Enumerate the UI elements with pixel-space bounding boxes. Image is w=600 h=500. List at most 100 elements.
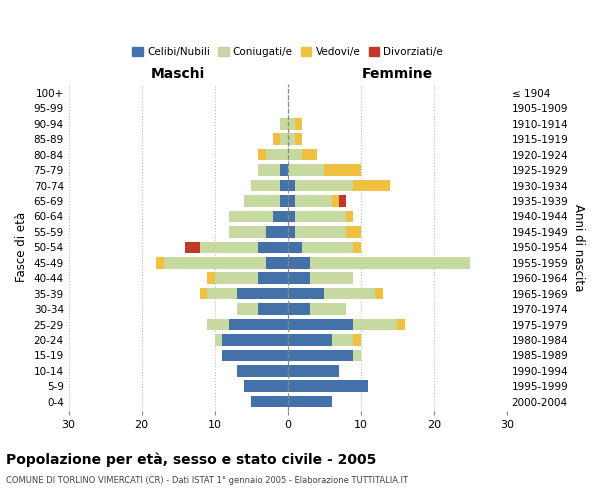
Bar bbox=[287, 134, 295, 145]
Bar bbox=[287, 318, 353, 330]
Bar bbox=[208, 288, 287, 300]
Bar bbox=[287, 365, 339, 376]
Bar bbox=[287, 164, 324, 176]
Bar bbox=[287, 195, 346, 207]
Bar bbox=[287, 242, 361, 253]
Bar bbox=[222, 350, 287, 361]
Bar bbox=[287, 226, 361, 237]
Bar bbox=[287, 304, 310, 315]
Bar bbox=[287, 288, 376, 300]
Bar bbox=[287, 226, 346, 237]
Bar bbox=[215, 334, 287, 345]
Bar bbox=[280, 195, 287, 207]
Bar bbox=[236, 304, 287, 315]
Bar bbox=[251, 396, 287, 407]
Bar bbox=[287, 396, 331, 407]
Bar bbox=[287, 257, 310, 268]
Bar bbox=[208, 272, 287, 284]
Bar bbox=[229, 226, 287, 237]
Bar bbox=[259, 242, 287, 253]
Bar bbox=[229, 226, 287, 237]
Bar bbox=[244, 380, 287, 392]
Bar bbox=[280, 118, 287, 130]
Bar bbox=[287, 195, 295, 207]
Bar bbox=[287, 304, 346, 315]
Bar bbox=[244, 195, 287, 207]
Bar bbox=[251, 396, 287, 407]
Legend: Celibi/Nubili, Coniugati/e, Vedovi/e, Divorziati/e: Celibi/Nubili, Coniugati/e, Vedovi/e, Di… bbox=[128, 43, 447, 62]
Bar bbox=[287, 380, 368, 392]
Bar bbox=[287, 334, 331, 345]
Bar bbox=[208, 318, 287, 330]
Bar bbox=[287, 304, 346, 315]
Bar bbox=[251, 180, 287, 192]
Bar bbox=[280, 164, 287, 176]
Bar bbox=[215, 334, 287, 345]
Y-axis label: Anni di nascita: Anni di nascita bbox=[572, 204, 585, 291]
Bar bbox=[287, 365, 339, 376]
Bar bbox=[266, 149, 287, 160]
Text: Maschi: Maschi bbox=[151, 68, 205, 82]
Bar bbox=[222, 334, 287, 345]
Bar bbox=[287, 365, 339, 376]
Bar bbox=[287, 149, 317, 160]
Bar bbox=[287, 304, 346, 315]
Bar bbox=[287, 180, 353, 192]
Bar bbox=[156, 257, 287, 268]
Bar bbox=[251, 180, 287, 192]
Bar bbox=[259, 149, 287, 160]
Bar bbox=[215, 272, 287, 284]
Bar bbox=[229, 210, 287, 222]
Bar bbox=[287, 350, 353, 361]
Text: Femmine: Femmine bbox=[362, 68, 433, 82]
Bar bbox=[215, 334, 287, 345]
Bar bbox=[259, 272, 287, 284]
Bar bbox=[287, 350, 361, 361]
Bar bbox=[236, 365, 287, 376]
Bar bbox=[229, 210, 287, 222]
Bar bbox=[287, 149, 302, 160]
Bar bbox=[287, 118, 302, 130]
Bar bbox=[259, 164, 287, 176]
Bar bbox=[280, 118, 287, 130]
Bar bbox=[287, 134, 302, 145]
Bar bbox=[280, 134, 287, 145]
Text: COMUNE DI TORLINO VIMERCATI (CR) - Dati ISTAT 1° gennaio 2005 - Elaborazione TUT: COMUNE DI TORLINO VIMERCATI (CR) - Dati … bbox=[6, 476, 408, 485]
Bar bbox=[287, 164, 361, 176]
Bar bbox=[287, 380, 368, 392]
Bar bbox=[287, 334, 361, 345]
Bar bbox=[236, 304, 287, 315]
Bar bbox=[287, 334, 353, 345]
Bar bbox=[287, 334, 361, 345]
Bar bbox=[236, 365, 287, 376]
Bar bbox=[287, 288, 383, 300]
Bar bbox=[200, 288, 287, 300]
Bar bbox=[287, 272, 353, 284]
Bar bbox=[287, 318, 397, 330]
Bar bbox=[244, 380, 287, 392]
Bar bbox=[287, 257, 470, 268]
Bar bbox=[287, 226, 295, 237]
Bar bbox=[287, 288, 324, 300]
Bar bbox=[200, 242, 287, 253]
Bar bbox=[287, 380, 368, 392]
Bar bbox=[287, 210, 353, 222]
Bar bbox=[280, 180, 287, 192]
Bar bbox=[287, 380, 368, 392]
Bar bbox=[287, 180, 295, 192]
Bar bbox=[244, 380, 287, 392]
Bar bbox=[200, 288, 287, 300]
Bar bbox=[287, 318, 404, 330]
Bar bbox=[287, 242, 353, 253]
Bar bbox=[222, 350, 287, 361]
Bar bbox=[287, 134, 302, 145]
Bar bbox=[251, 396, 287, 407]
Bar bbox=[251, 396, 287, 407]
Bar bbox=[229, 226, 287, 237]
Bar bbox=[287, 210, 353, 222]
Bar bbox=[287, 350, 361, 361]
Bar bbox=[208, 318, 287, 330]
Bar bbox=[287, 195, 339, 207]
Bar bbox=[244, 195, 287, 207]
Y-axis label: Fasce di età: Fasce di età bbox=[15, 212, 28, 282]
